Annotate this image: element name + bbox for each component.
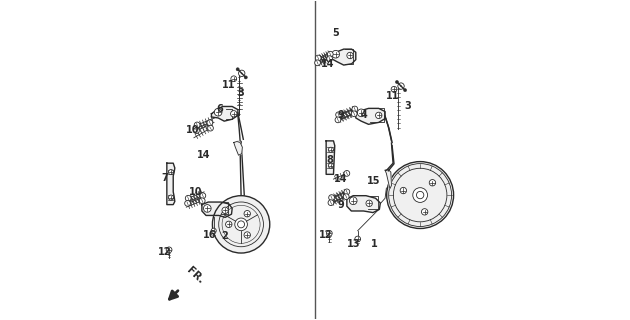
Polygon shape: [347, 196, 381, 212]
Circle shape: [396, 80, 399, 84]
Text: 12: 12: [158, 247, 171, 257]
Circle shape: [244, 76, 248, 79]
Circle shape: [332, 50, 340, 58]
Text: FR.: FR.: [185, 265, 205, 285]
Circle shape: [193, 128, 199, 133]
Text: 9: 9: [337, 110, 344, 120]
Circle shape: [231, 76, 237, 82]
Circle shape: [350, 197, 357, 204]
Polygon shape: [212, 107, 238, 121]
Circle shape: [214, 108, 222, 116]
Polygon shape: [167, 163, 175, 204]
Circle shape: [226, 221, 232, 228]
Text: 3: 3: [238, 88, 244, 98]
Circle shape: [336, 112, 341, 118]
Circle shape: [168, 170, 173, 175]
Circle shape: [387, 162, 454, 228]
Circle shape: [222, 207, 228, 213]
Text: 14: 14: [321, 60, 335, 69]
Circle shape: [326, 230, 332, 236]
Text: 2: 2: [221, 231, 227, 242]
Circle shape: [244, 232, 250, 238]
Text: 1: 1: [370, 239, 377, 249]
Text: 11: 11: [386, 91, 400, 101]
Text: 10: 10: [189, 187, 202, 197]
Text: 4: 4: [361, 110, 368, 120]
Circle shape: [231, 111, 237, 117]
Text: 13: 13: [346, 239, 360, 249]
Polygon shape: [356, 108, 385, 124]
Circle shape: [239, 70, 245, 76]
Polygon shape: [326, 141, 335, 174]
Text: 12: 12: [319, 230, 332, 240]
Circle shape: [327, 56, 333, 61]
Polygon shape: [385, 170, 391, 189]
Circle shape: [398, 83, 404, 89]
Circle shape: [347, 52, 353, 59]
Circle shape: [328, 200, 334, 205]
Text: 16: 16: [202, 230, 216, 240]
Text: 8: 8: [326, 155, 333, 165]
Text: 9: 9: [337, 200, 344, 210]
Text: 15: 15: [367, 176, 381, 186]
Circle shape: [343, 194, 349, 199]
Circle shape: [400, 187, 406, 194]
Circle shape: [328, 51, 333, 57]
Circle shape: [203, 204, 211, 212]
Circle shape: [194, 122, 200, 128]
Circle shape: [166, 247, 172, 253]
Text: 10: 10: [186, 125, 199, 135]
Circle shape: [236, 68, 239, 71]
Circle shape: [329, 195, 335, 200]
Circle shape: [199, 198, 205, 204]
Circle shape: [375, 112, 382, 119]
Text: 3: 3: [404, 101, 411, 111]
Circle shape: [429, 180, 435, 186]
Circle shape: [185, 200, 190, 206]
Text: 7: 7: [161, 172, 168, 182]
Polygon shape: [234, 141, 243, 155]
Circle shape: [352, 106, 358, 112]
Circle shape: [328, 147, 333, 152]
Circle shape: [421, 209, 428, 215]
Text: 11: 11: [222, 80, 235, 90]
Circle shape: [366, 200, 372, 206]
Polygon shape: [330, 49, 356, 65]
Circle shape: [413, 188, 428, 203]
Circle shape: [328, 163, 333, 168]
Circle shape: [391, 86, 397, 92]
Circle shape: [314, 60, 321, 66]
Text: 14: 14: [334, 174, 347, 184]
Circle shape: [344, 171, 350, 176]
Circle shape: [207, 120, 213, 125]
Circle shape: [235, 218, 248, 231]
Circle shape: [200, 193, 206, 198]
Circle shape: [316, 55, 321, 61]
Circle shape: [352, 111, 357, 117]
Circle shape: [357, 109, 365, 117]
Circle shape: [212, 196, 270, 253]
Circle shape: [344, 189, 350, 195]
Circle shape: [168, 195, 173, 200]
Circle shape: [335, 117, 341, 123]
Text: 14: 14: [197, 150, 210, 160]
Text: 6: 6: [216, 104, 223, 114]
Circle shape: [211, 228, 216, 233]
Polygon shape: [202, 202, 232, 217]
Circle shape: [185, 196, 191, 201]
Circle shape: [403, 89, 407, 92]
Circle shape: [244, 211, 250, 217]
Circle shape: [208, 125, 214, 131]
Text: 5: 5: [333, 28, 339, 37]
Circle shape: [355, 236, 360, 242]
